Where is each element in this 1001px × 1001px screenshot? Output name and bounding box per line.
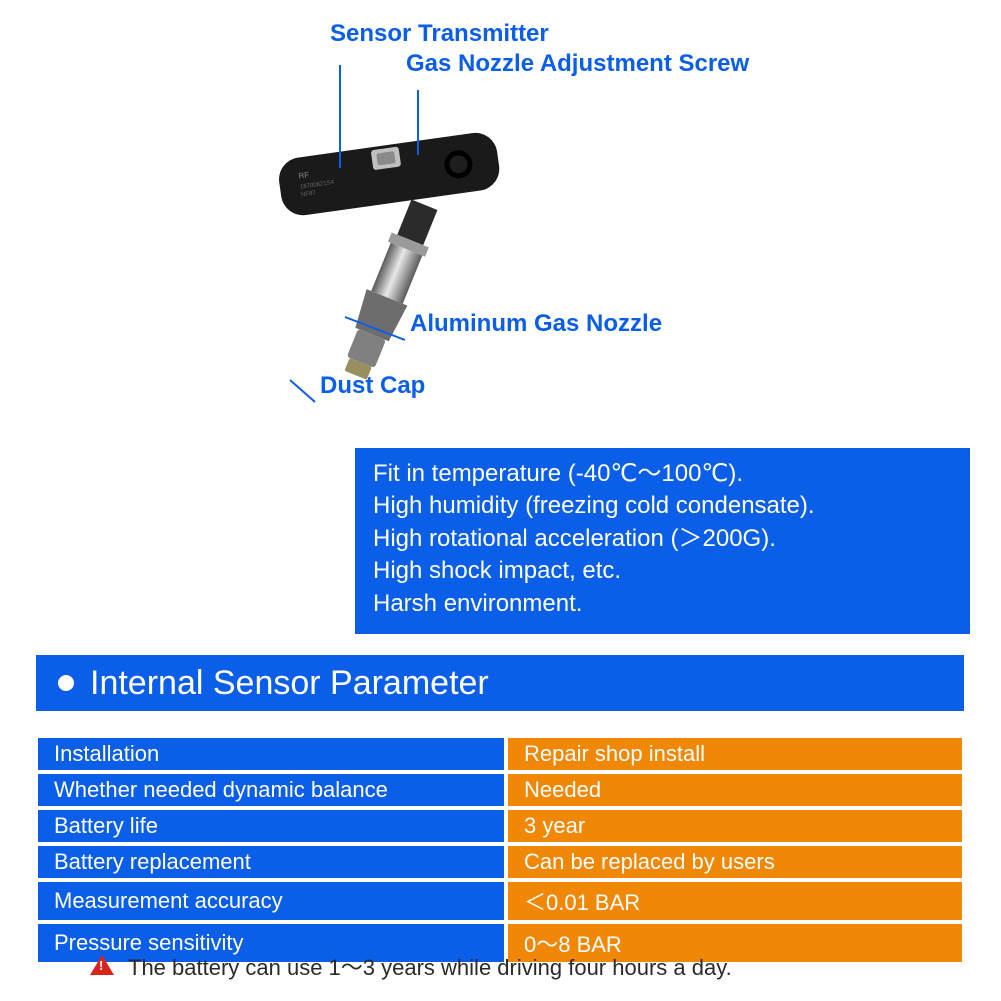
callout-gas-nozzle-screw: Gas Nozzle Adjustment Screw [406, 50, 749, 78]
svg-text:RF: RF [298, 170, 310, 180]
param-val: ＜0.01 BAR [506, 880, 964, 922]
param-key: Installation [36, 736, 506, 772]
bullet-icon [58, 675, 74, 691]
parameter-table: Installation Repair shop install Whether… [36, 736, 964, 964]
description-box: Fit in temperature (-40℃～100℃). High hum… [355, 448, 970, 634]
desc-line: Fit in temperature (-40℃～100℃). [373, 458, 952, 490]
sensor-illustration: RF 18700821S4 NF87 [220, 90, 560, 430]
param-val: Can be replaced by users [506, 844, 964, 880]
footnote-text: The battery can use 1～3 years while driv… [128, 950, 732, 982]
param-val: 3 year [506, 808, 964, 844]
table-row: Measurement accuracy ＜0.01 BAR [36, 880, 964, 922]
param-key: Measurement accuracy [36, 880, 506, 922]
table-row: Whether needed dynamic balance Needed [36, 772, 964, 808]
table-row: Installation Repair shop install [36, 736, 964, 772]
section-header: Internal Sensor Parameter [36, 655, 964, 711]
param-val: Needed [506, 772, 964, 808]
param-val: Repair shop install [506, 736, 964, 772]
param-key: Battery life [36, 808, 506, 844]
param-key: Whether needed dynamic balance [36, 772, 506, 808]
desc-line: Harsh environment. [373, 588, 952, 620]
table-row: Battery replacement Can be replaced by u… [36, 844, 964, 880]
section-title: Internal Sensor Parameter [90, 664, 489, 703]
diagram-area: Sensor Transmitter Gas Nozzle Adjustment… [0, 20, 1001, 450]
callout-sensor-transmitter: Sensor Transmitter [330, 20, 549, 48]
desc-line: High rotational acceleration (＞200G). [373, 523, 952, 555]
footnote: The battery can use 1～3 years while driv… [90, 950, 732, 982]
desc-line: High humidity (freezing cold condensate)… [373, 490, 952, 522]
warning-icon [90, 955, 114, 975]
param-key: Battery replacement [36, 844, 506, 880]
table-row: Battery life 3 year [36, 808, 964, 844]
desc-line: High shock impact, etc. [373, 555, 952, 587]
